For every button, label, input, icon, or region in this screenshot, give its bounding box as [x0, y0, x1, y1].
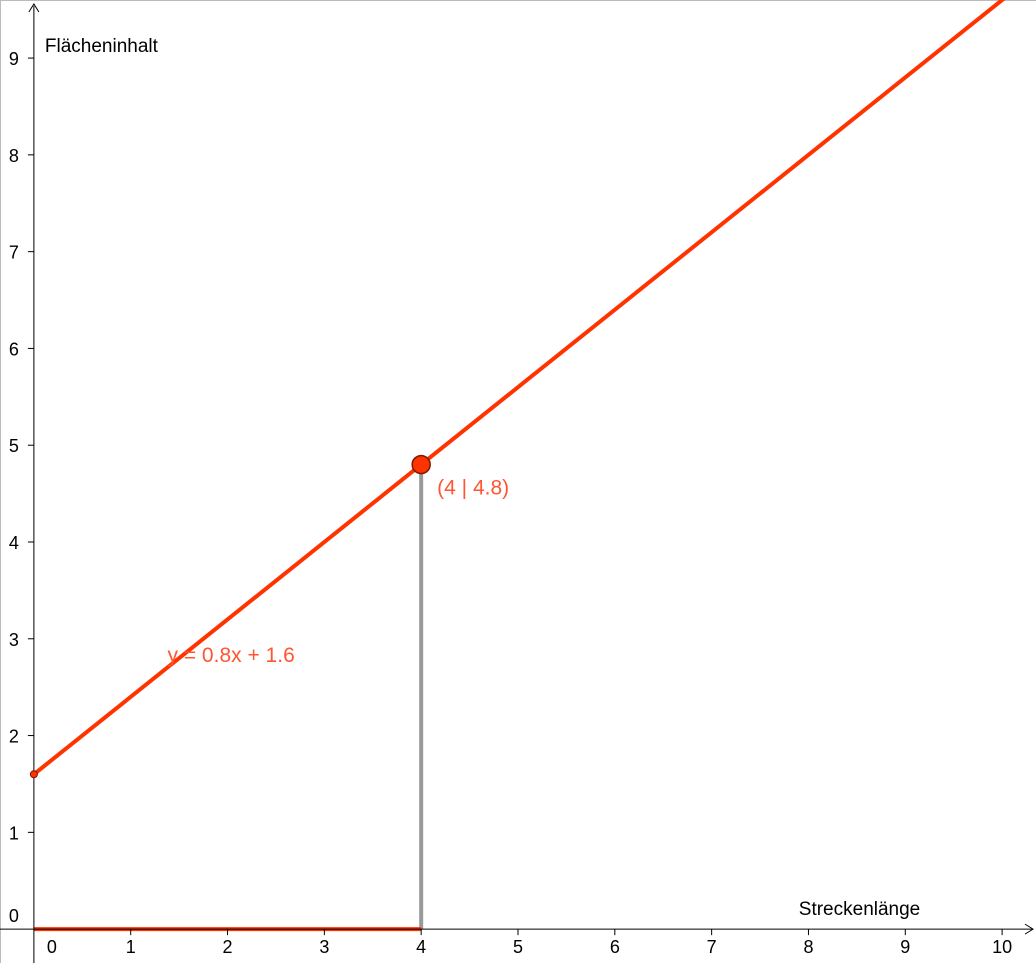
- y-tick-label: 3: [9, 630, 19, 650]
- highlight-point: [411, 454, 431, 475]
- x-tick-label: 5: [513, 937, 523, 957]
- y-tick-label: 0: [9, 906, 19, 926]
- x-tick-label: 1: [126, 937, 136, 957]
- series-line: [32, 0, 1006, 776]
- y-axis-title: Flächeninhalt: [45, 36, 159, 57]
- y-axis-arrow: [28, 3, 40, 13]
- x-tick-label: 7: [707, 937, 717, 957]
- equation-label: y = 0.8x + 1.6: [168, 644, 295, 667]
- start-point: [29, 770, 38, 779]
- x-tick-label: 6: [610, 937, 620, 957]
- x-tick-label: 3: [319, 937, 329, 957]
- y-tick-label: 2: [9, 727, 19, 747]
- axes-layer: [0, 3, 1034, 963]
- y-tick-label: 8: [9, 146, 19, 166]
- x-axis-arrow: [1024, 923, 1034, 935]
- y-tick-label: 1: [9, 823, 19, 843]
- y-tick-label: 6: [9, 339, 19, 359]
- x-tick-label: 8: [803, 937, 813, 957]
- point-label: (4 | 4.8): [437, 477, 509, 500]
- x-tick-label: 4: [416, 937, 426, 957]
- y-tick-label: 5: [9, 436, 19, 456]
- y-tick-label: 9: [9, 49, 19, 69]
- y-tick-label: 7: [9, 243, 19, 263]
- x-axis-title: Streckenlänge: [799, 899, 920, 920]
- y-tick-label: 4: [9, 533, 19, 553]
- ticks-layer: 0 1 2 3 4 5 6 7 8 9 10 0 1 2 3 4 5 6 7 8 9: [9, 49, 1012, 957]
- x-tick-label: 2: [223, 937, 233, 957]
- series-layer: [29, 0, 1006, 779]
- x-tick-label: 0: [47, 937, 57, 957]
- x-tick-label: 9: [900, 937, 910, 957]
- x-tick-label: 10: [992, 937, 1012, 957]
